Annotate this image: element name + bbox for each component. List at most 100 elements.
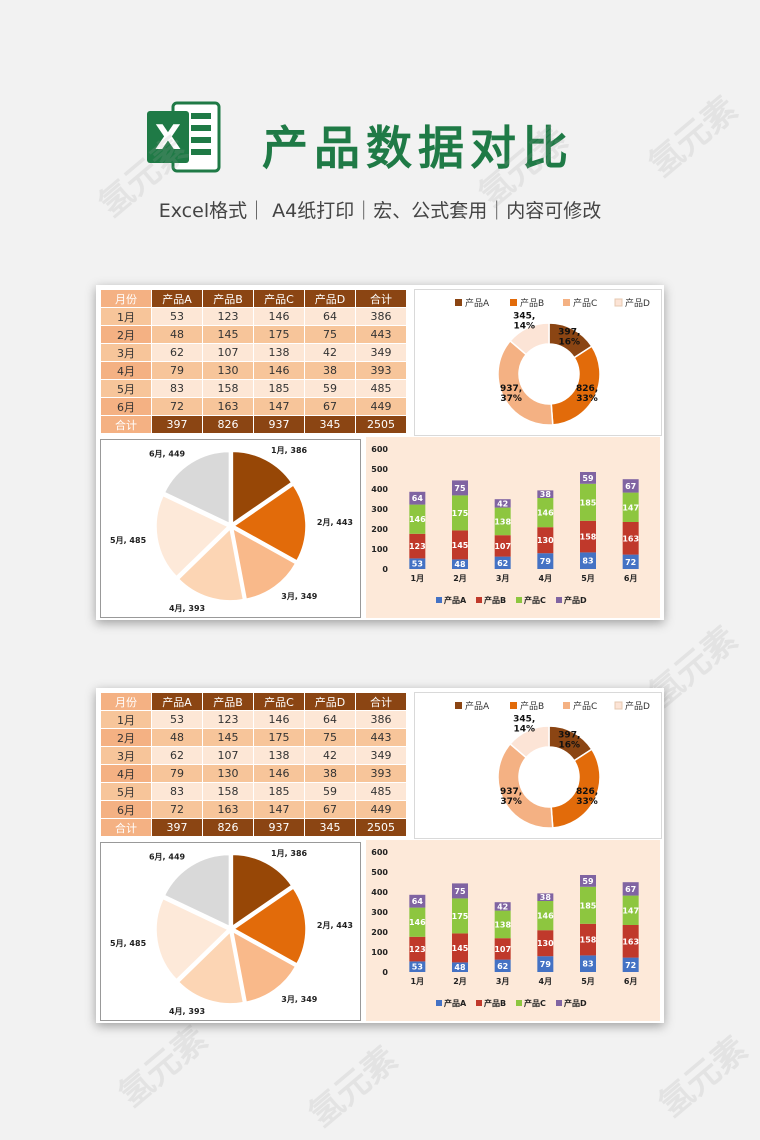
bar-segment [580, 472, 596, 484]
svg-text:37%: 37% [500, 797, 522, 807]
bar-segment [494, 910, 511, 939]
bar-data-label: 130 [537, 536, 554, 545]
table-cell: 397 [151, 415, 203, 434]
legend-item: 产品A [436, 595, 467, 605]
svg-text:产品A: 产品A [444, 595, 467, 605]
bar-segment [537, 956, 554, 972]
row-label: 2月 [100, 325, 152, 344]
bar-segment [409, 533, 426, 559]
table-cell: 产品C [253, 692, 305, 711]
row-label: 月份 [100, 692, 152, 711]
legend-item: 产品B [476, 998, 506, 1008]
bar-segment [537, 490, 554, 498]
bar-segment [452, 933, 468, 963]
bar-data-label: 83 [582, 960, 593, 969]
bar-data-label: 147 [622, 906, 639, 915]
row-label: 6月 [100, 397, 152, 416]
pie-slice [177, 930, 245, 1005]
table-cell: 产品C [253, 289, 305, 308]
table-cell: 67 [304, 397, 356, 416]
row-label: 合计 [100, 818, 152, 837]
table-cell: 67 [304, 800, 356, 819]
legend-item: 产品A [455, 297, 490, 309]
row-label: 月份 [100, 289, 152, 308]
table-cell: 48 [151, 325, 203, 344]
legend-item: 产品C [516, 595, 546, 605]
svg-text:826,: 826, [576, 787, 598, 797]
bar-data-label: 185 [580, 901, 597, 910]
svg-text:产品B: 产品B [484, 998, 506, 1008]
bar-data-label: 53 [412, 560, 423, 569]
table-cell: 937 [253, 818, 305, 837]
bar-segment [452, 898, 468, 934]
table-cell: 75 [304, 325, 356, 344]
bar-data-label: 107 [494, 542, 511, 551]
data-table: 月份 产品A 产品B 产品C 产品D 合计 1月 53 123 146 64 386 2月 48 145 17… [100, 289, 407, 434]
table-cell: 138 [253, 343, 305, 362]
y-tick-label: 100 [371, 948, 388, 957]
bar-data-label: 38 [540, 893, 552, 902]
legend-item: 产品A [455, 700, 490, 712]
pie-slice [231, 526, 297, 601]
donut-data-label: 937,37% [500, 787, 522, 807]
table-cell: 产品D [304, 289, 356, 308]
table-cell: 138 [253, 746, 305, 765]
table-row: 6月 72 163 147 67 449 [100, 800, 407, 819]
table-cell: 145 [202, 728, 254, 747]
table-row: 6月 72 163 147 67 449 [100, 397, 407, 416]
bar-segment [494, 499, 511, 508]
svg-text:14%: 14% [513, 724, 535, 734]
pie-slice [231, 853, 293, 928]
bar-segment [494, 938, 511, 960]
y-tick-label: 600 [371, 445, 388, 454]
bar-data-label: 123 [409, 542, 426, 551]
bar-segment [409, 491, 426, 505]
bar-data-label: 48 [454, 560, 466, 569]
bar-data-label: 64 [412, 897, 424, 906]
table-cell: 75 [304, 728, 356, 747]
bar-segment [494, 535, 511, 557]
legend-item: 产品D [614, 700, 650, 712]
table-cell: 163 [202, 397, 254, 416]
x-tick-label: 1月 [411, 574, 425, 583]
table-cell: 2505 [355, 818, 407, 837]
bar-data-label: 146 [537, 509, 554, 518]
bar-segment [580, 955, 596, 972]
table-cell: 145 [202, 325, 254, 344]
x-tick-label: 2月 [453, 977, 467, 986]
table-cell: 485 [355, 379, 407, 398]
table-row: 1月 53 123 146 64 386 [100, 710, 407, 729]
table-cell: 147 [253, 397, 305, 416]
table-cell: 386 [355, 710, 407, 729]
bar-segment [452, 559, 468, 569]
legend-item: 产品B [510, 297, 544, 309]
legend-label: 产品A [465, 297, 490, 309]
bar-data-label: 175 [452, 912, 469, 921]
bar-data-label: 130 [537, 939, 554, 948]
table-header: 月份 产品A 产品B 产品C 产品D 合计 [100, 692, 407, 711]
bar-segment [409, 558, 426, 569]
table-cell: 443 [355, 728, 407, 747]
donut-data-label: 826,33% [576, 787, 598, 807]
table-cell: 147 [253, 800, 305, 819]
bar-data-label: 42 [497, 902, 508, 911]
pie-data-label: 1月, 386 [271, 849, 308, 858]
bar-data-label: 62 [497, 962, 508, 971]
bar-segment [494, 507, 511, 536]
table-cell: 123 [202, 307, 254, 326]
legend-item: 产品D [614, 297, 650, 309]
row-label: 1月 [100, 710, 152, 729]
y-tick-label: 0 [382, 968, 388, 977]
table-cell: 937 [253, 415, 305, 434]
watermark: 氢元素 [301, 1039, 406, 1136]
table-cell: 产品D [304, 692, 356, 711]
svg-text:产品D: 产品D [564, 595, 587, 605]
bar-segment [537, 498, 554, 528]
row-label: 4月 [100, 361, 152, 380]
pie-data-label: 5月, 485 [110, 939, 147, 948]
x-tick-label: 1月 [411, 977, 425, 986]
donut-chart: 产品A 产品B 产品C 产品D 397, 16% 826, 33% 937, 37% 345, 14% [414, 692, 662, 839]
data-table: 月份 产品A 产品B 产品C 产品D 合计 1月 53 123 146 64 386 2月 48 145 17… [100, 692, 407, 837]
bar-segment [409, 894, 426, 908]
legend-item: 产品D [556, 998, 587, 1008]
